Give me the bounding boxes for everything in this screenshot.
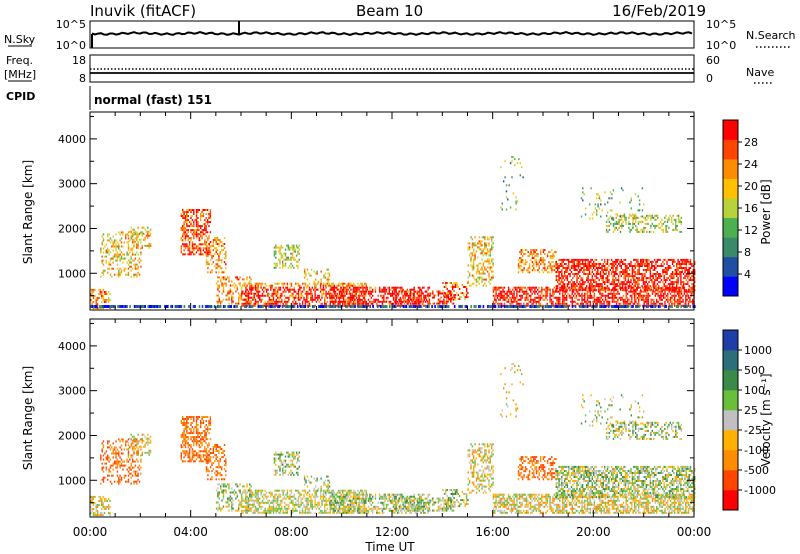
nsky-tick-top: 10^5 <box>56 18 86 31</box>
colorbar-swatch <box>723 330 738 351</box>
x-tick-label: 00:00 <box>677 525 712 539</box>
colorbar-swatch <box>723 256 738 277</box>
colorbar-swatch <box>723 198 738 219</box>
colorbar-tick-label: 28 <box>744 136 758 149</box>
cpid-label: CPID <box>6 90 35 103</box>
colorbar-tick-label: -25 <box>744 424 762 437</box>
y-tick-label: 1000 <box>58 474 86 487</box>
power-colorbar: 4 8 12 16 20 24 28 Power [dB] <box>722 119 773 297</box>
freq-panel: 18 8 60 0 Freq. [MHz] Nave <box>4 54 774 85</box>
y-tick-label: 1000 <box>58 267 86 280</box>
nsearch-tick-bottom: 10^0 <box>706 39 736 52</box>
colorbar-swatch <box>723 370 738 391</box>
colorbar-swatch <box>723 350 738 371</box>
x-tick-label: 08:00 <box>274 525 309 539</box>
velocity-colorbar: -1000 -500 -100 -25 25 100 500 1000 Velocity [m… <box>722 329 776 511</box>
colorbar-tick-label: 16 <box>744 202 758 215</box>
nave-tick-top: 60 <box>706 54 720 67</box>
x-tick-label: 20:00 <box>576 525 611 539</box>
colorbar-swatch <box>723 390 738 411</box>
y-tick-label: 2000 <box>58 429 86 442</box>
colorbar-swatch <box>723 450 738 471</box>
velocity-ylabel: Slant Range [km] <box>21 366 35 470</box>
nsearch-label: N.Search <box>746 29 796 42</box>
x-tick-label: 12:00 <box>375 525 410 539</box>
colorbar-tick-label: 24 <box>744 158 758 171</box>
colorbar-swatch <box>723 490 738 511</box>
colorbar-swatch <box>723 120 738 140</box>
colorbar-swatch <box>723 430 738 451</box>
nsky-panel: 10^5 10^0 10^5 10^0 N.Sky N.Search <box>4 18 796 52</box>
x-tick-label: 04:00 <box>173 525 208 539</box>
power-data-cells <box>90 156 696 310</box>
freq-tick-top: 18 <box>72 54 86 67</box>
y-tick-label: 2000 <box>58 222 86 235</box>
velocity-panel: 1000 2000 3000 4000 Slant Range [km] <box>21 318 696 518</box>
freq-tick-bottom: 8 <box>79 72 86 85</box>
colorbar-tick-label: 20 <box>744 180 758 193</box>
colorbar-tick-label: -100 <box>744 444 769 457</box>
colorbar-tick-label: 100 <box>744 384 765 397</box>
cpid-value: normal (fast) 151 <box>94 93 212 107</box>
colorbar-tick-label: -500 <box>744 464 769 477</box>
nsky-series <box>91 31 693 36</box>
x-tick-label: 00:00 <box>73 525 108 539</box>
cpid-panel: CPID normal (fast) 151 <box>6 86 212 110</box>
colorbar-tick-label: 4 <box>744 268 751 281</box>
velocity-colorbar-label: Velocity [m s⁻¹] <box>759 373 773 466</box>
colorbar-tick-label: 25 <box>744 404 758 417</box>
y-tick-label: 3000 <box>58 178 86 191</box>
power-panel: 1000 2000 3000 4000 Slant Range [km] <box>21 111 696 311</box>
beam-title: Beam 10 <box>356 2 423 20</box>
colorbar-swatch <box>723 217 738 238</box>
colorbar-tick-label: 500 <box>744 364 765 377</box>
nave-label: Nave <box>746 66 774 79</box>
colorbar-swatch <box>723 159 738 179</box>
x-axis-label: Time UT <box>364 540 415 554</box>
velocity-data-cells <box>90 363 696 517</box>
x-tick-label: 16:00 <box>475 525 510 539</box>
y-tick-label: 4000 <box>58 340 86 353</box>
colorbar-swatch <box>723 237 738 258</box>
nave-tick-bottom: 0 <box>706 72 713 85</box>
nsky-tick-bottom: 10^0 <box>56 39 86 52</box>
colorbar-tick-label: 1000 <box>744 344 772 357</box>
date-title: 16/Feb/2019 <box>612 2 706 20</box>
freq-unit-label: [MHz] <box>4 68 36 81</box>
colorbar-tick-label: 12 <box>744 224 758 237</box>
power-ylabel: Slant Range [km] <box>21 160 35 264</box>
nsky-label: N.Sky <box>4 33 36 46</box>
y-tick-label: 4000 <box>58 133 86 146</box>
colorbar-tick-label: 8 <box>744 246 751 259</box>
station-title: Inuvik (fitACF) <box>90 2 196 20</box>
colorbar-swatch <box>723 139 738 160</box>
colorbar-swatch <box>723 410 738 431</box>
power-colorbar-label: Power [dB] <box>759 179 773 244</box>
colorbar-swatch <box>723 178 738 199</box>
colorbar-tick-label: -1000 <box>744 484 776 497</box>
colorbar-swatch <box>723 470 738 491</box>
colorbar-swatch <box>723 276 738 297</box>
y-tick-label: 3000 <box>58 385 86 398</box>
nsearch-tick-top: 10^5 <box>706 18 736 31</box>
freq-label: Freq. <box>6 54 33 67</box>
